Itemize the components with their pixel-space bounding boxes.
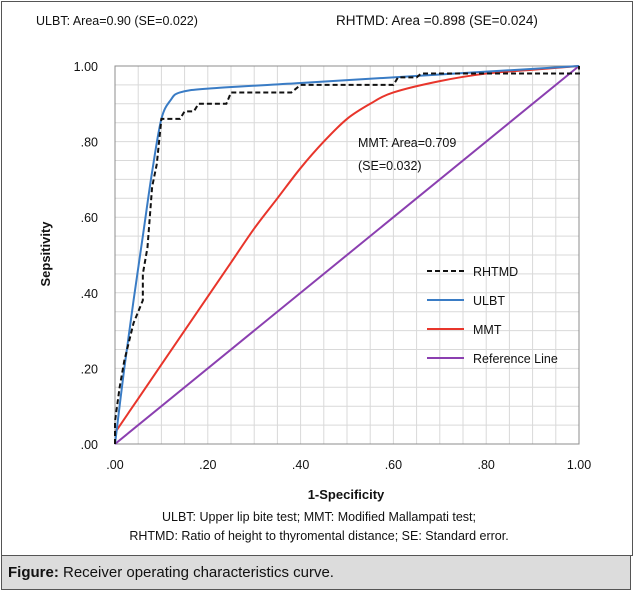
footnote-line-1: ULBT: Upper lip bite test; MMT: Modified… bbox=[161, 510, 476, 524]
legend-label-rhtmd: RHTMD bbox=[473, 265, 518, 279]
series-lines bbox=[114, 65, 580, 445]
legend: RHTMD ULBT MMT Reference Line bbox=[427, 265, 558, 366]
axes: .00 .20 .40 .60 .80 1.00 .00 .20 .40 .60 .80 1.00 bbox=[74, 60, 592, 472]
x-tick-label: .20 bbox=[199, 458, 216, 472]
y-axis-title: Sepsitivity bbox=[38, 221, 53, 287]
grid bbox=[115, 66, 579, 444]
chart-labels: ULBT: Area=0.90 (SE=0.022) RHTMD: Area =… bbox=[36, 13, 538, 502]
caption-label: Figure: bbox=[8, 564, 59, 581]
rhtmd-curve bbox=[114, 66, 580, 444]
roc-chart: .00 .20 .40 .60 .80 1.00 .00 .20 .40 .60 .80 1.00 U… bbox=[36, 13, 592, 502]
plot-area-frame bbox=[114, 65, 580, 445]
x-tick-label: .40 bbox=[292, 458, 309, 472]
rhtmd-area-annotation: RHTMD: Area =0.898 (SE=0.024) bbox=[336, 13, 538, 28]
x-tick-label: .60 bbox=[385, 458, 402, 472]
y-tick-label: 1.00 bbox=[74, 60, 98, 74]
y-tick-label: .40 bbox=[81, 287, 98, 301]
caption-text: Receiver operating characteristics curve… bbox=[58, 564, 334, 581]
figure-caption: Figure: Receiver operating characteristi… bbox=[8, 564, 334, 581]
x-tick-label: .00 bbox=[106, 458, 123, 472]
y-tick-label: .80 bbox=[81, 136, 98, 150]
y-tick-label: .20 bbox=[81, 362, 98, 376]
reference-line-curve bbox=[114, 65, 580, 445]
figure-caption-bar: Figure: Receiver operating characteristi… bbox=[1, 555, 631, 590]
figure-panel: .00 .20 .40 .60 .80 1.00 .00 .20 .40 .60 .80 1.00 U… bbox=[1, 1, 633, 556]
mmt-curve bbox=[114, 65, 580, 434]
footnote-line-2: RHTMD: Ratio of height to thyromental di… bbox=[129, 529, 509, 543]
legend-label-ulbt: ULBT bbox=[473, 294, 505, 308]
y-tick-label: .00 bbox=[81, 438, 98, 452]
y-tick-label: .60 bbox=[81, 211, 98, 225]
x-tick-label: 1.00 bbox=[567, 458, 591, 472]
ulbt-area-annotation: ULBT: Area=0.90 (SE=0.022) bbox=[36, 14, 198, 28]
mmt-area-annotation: MMT: Area=0.709 bbox=[358, 136, 456, 150]
legend-label-reference-line: Reference Line bbox=[473, 352, 558, 366]
mmt-se-annotation: (SE=0.032) bbox=[358, 159, 422, 173]
legend-label-mmt: MMT bbox=[473, 323, 502, 337]
x-tick-label: .80 bbox=[478, 458, 495, 472]
x-axis-title: 1-Specificity bbox=[308, 487, 385, 502]
